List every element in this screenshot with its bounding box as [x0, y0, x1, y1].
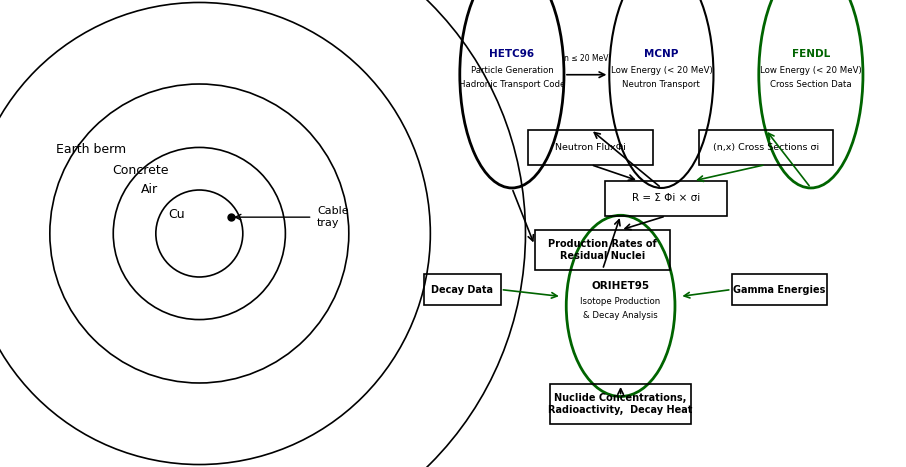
Text: Air: Air [141, 183, 158, 196]
Text: FENDL: FENDL [792, 49, 830, 59]
Text: Decay Data: Decay Data [431, 284, 493, 295]
Text: Cable
tray: Cable tray [317, 206, 349, 228]
Text: Concrete: Concrete [112, 164, 169, 177]
Text: Particle Generation: Particle Generation [470, 65, 554, 75]
Text: (n,x) Cross Sections σi: (n,x) Cross Sections σi [712, 142, 819, 152]
Text: Cross Section Data: Cross Section Data [770, 79, 852, 89]
Text: Low Energy (< 20 MeV): Low Energy (< 20 MeV) [611, 65, 712, 75]
Text: & Decay Analysis: & Decay Analysis [583, 311, 658, 320]
Text: Neutron Transport: Neutron Transport [622, 79, 700, 89]
Text: Hadronic Transport Code: Hadronic Transport Code [458, 79, 565, 89]
Text: Nuclide Concentrations,
Radioactivity,  Decay Heat: Nuclide Concentrations, Radioactivity, D… [548, 393, 693, 415]
Text: Earth berm: Earth berm [55, 143, 126, 156]
Text: Cu: Cu [169, 208, 185, 221]
Text: Neutron FluxΦi: Neutron FluxΦi [555, 142, 626, 152]
Text: Low Energy (< 20 MeV): Low Energy (< 20 MeV) [760, 65, 862, 75]
Text: R = Σ Φi × σi: R = Σ Φi × σi [631, 193, 700, 204]
Text: Gamma Energies: Gamma Energies [733, 284, 825, 295]
Text: ORIHET95: ORIHET95 [592, 281, 650, 291]
Text: HETC96: HETC96 [489, 49, 535, 59]
Text: MCNP: MCNP [644, 49, 679, 59]
Text: Isotope Production: Isotope Production [581, 297, 660, 306]
Text: Production Rates of
Residual Nuclei: Production Rates of Residual Nuclei [548, 239, 657, 261]
Text: n ≤ 20 MeV: n ≤ 20 MeV [564, 54, 609, 63]
